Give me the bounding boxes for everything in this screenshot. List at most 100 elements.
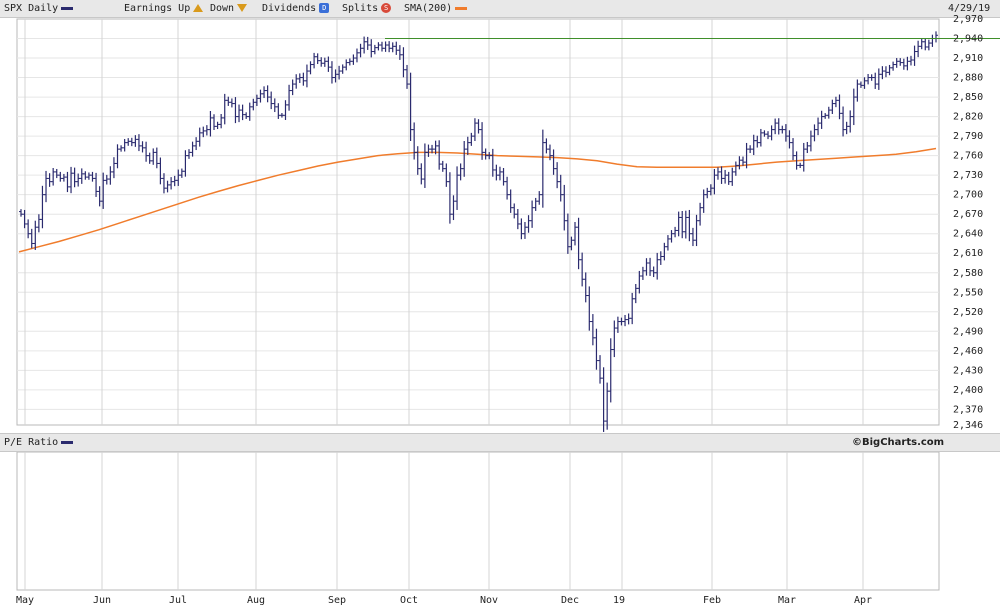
ohlc-bar [194,137,199,151]
ohlc-bar [22,209,27,229]
x-month-label: May [16,595,34,606]
grid-layer [16,18,940,591]
ohlc-bar [365,36,370,50]
ohlc-bar [769,125,774,141]
ohlc-bar [340,64,345,74]
earnings-up-icon [193,4,204,12]
ohlc-bar [254,94,259,106]
ohlc-bar [673,226,678,238]
ohlc-bar [76,173,81,187]
sma-swatch [455,6,468,10]
ohlc-bar [605,382,610,430]
ohlc-bar [262,86,267,99]
ohlc-bar [126,138,131,146]
ohlc-bar [522,222,527,239]
ohlc-bar [855,79,860,102]
y-tick-label: 2,700 [953,190,983,201]
ohlc-bar [437,140,442,170]
ohlc-bar [219,113,224,129]
y-tick-label: 2,820 [953,112,983,123]
y-tick-label: 2,910 [953,53,983,64]
ohlc-bar [326,56,331,72]
ohlc-bar [447,172,452,224]
y-tick-label: 2,730 [953,170,983,181]
ohlc-bar [358,43,363,58]
ohlc-bar [58,171,63,182]
ohlc-bar [712,168,717,195]
ohlc-bar [462,140,467,177]
ohlc-bar [322,57,327,67]
ohlc-bar [97,186,102,207]
ohlc-bar [244,112,249,119]
ohlc-bar [51,167,56,186]
y-axis: 2,9702,9402,9102,8802,8502,8202,7902,760… [953,14,983,431]
dividends-label: Dividends [262,3,317,14]
ohlc-bar [265,85,270,103]
ohlc-bar [887,64,892,76]
ohlc-bar [490,148,495,177]
ohlc-bar [444,163,449,187]
ohlc-bar [272,98,277,113]
x-month-label: Jul [169,595,187,606]
ohlc-bar [794,151,799,170]
ohlc-bar [876,68,881,90]
y-tick-label: 2,460 [953,346,983,357]
ohlc-bar [379,41,384,52]
ohlc-bar [208,111,213,137]
ohlc-bar [555,162,560,189]
y-tick-label: 2,550 [953,287,983,298]
ohlc-bar [519,218,524,240]
ohlc-bar [576,217,581,270]
ohlc-bar [497,166,502,181]
ohlc-bar [805,141,810,154]
ohlc-bar [590,314,595,346]
ohlc-bar [347,58,352,66]
ohlc-bar [633,284,638,304]
ohlc-bar [401,47,406,78]
ohlc-bar [801,142,806,172]
ohlc-bar [226,96,231,106]
ohlc-bar [569,236,574,251]
ohlc-bar [158,157,163,185]
ohlc-bar [848,110,853,133]
ohlc-bar [930,34,935,47]
ohlc-bar [619,317,624,326]
ohlc-bar [630,292,635,325]
ohlc-bar [512,203,517,219]
ohlc-bar [36,214,41,233]
earnings-down-icon [237,4,248,12]
ohlc-bar [319,57,324,67]
ohlc-bar [337,65,342,80]
y-tick-label: 2,580 [953,268,983,279]
ohlc-bar [780,125,785,134]
ohlc-bar [215,121,220,130]
ohlc-bar [726,171,731,185]
ohlc-bar [480,122,485,160]
ohlc-bar [540,129,545,208]
x-month-label: Feb [703,595,721,606]
ohlc-bar [279,113,284,118]
dividends-icon: D [319,3,330,13]
ohlc-bar [740,156,745,166]
ohlc-bar [637,270,642,294]
y-tick-label: 2,670 [953,209,983,220]
ohlc-bar [662,242,667,261]
ohlc-bar [826,106,831,119]
ohlc-bar [580,252,585,287]
ohlc-bar [90,171,95,182]
ohlc-bar [737,156,742,170]
ohlc-bar [165,180,170,193]
ohlc-bar [894,58,899,68]
ohlc-bar [101,172,106,209]
ohlc-bar [136,134,141,152]
ohlc-bar [304,64,309,88]
ohlc-bar [287,84,292,111]
ohlc-bar [415,146,420,175]
ohlc-bar [601,367,606,432]
ohlc-bar [883,66,888,78]
y-tick-label: 2,610 [953,248,983,259]
ohlc-bar [776,118,781,135]
price-plot-frame [16,18,940,426]
ohlc-bar [372,44,377,55]
